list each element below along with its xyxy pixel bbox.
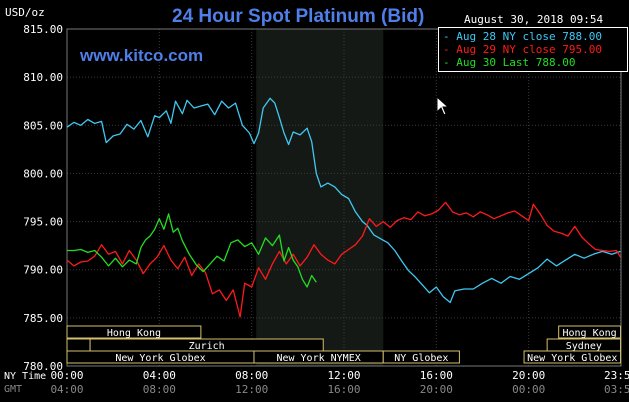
y-tick-label: 780.00 [23, 360, 63, 373]
session-bar [66, 325, 202, 339]
x-tick-label-ny: 23:59 [604, 369, 629, 382]
y-tick-label: 800.00 [23, 167, 63, 180]
x-tick-label-gmt: 08:00 [143, 383, 176, 396]
ny-time-label: NY Time [4, 371, 47, 382]
series-line-2 [67, 213, 317, 288]
session-label: Zurich [189, 341, 225, 352]
y-tick-label: 815.00 [23, 23, 63, 36]
plot-border [66, 28, 622, 367]
x-tick-label-gmt: 03:59 [604, 383, 629, 396]
series-line-1 [66, 201, 622, 318]
y-tick-label: 790.00 [23, 264, 63, 277]
x-tick-label-gmt: 20:00 [420, 383, 453, 396]
session-label: New York Globex [115, 353, 205, 364]
chart-title: 24 Hour Spot Platinum (Bid) [172, 6, 425, 27]
legend-entry-aug29: - Aug 29 NY close 795.00 [443, 43, 602, 56]
x-tick-label-gmt: 12:00 [235, 383, 268, 396]
session-label: New York NYMEX [276, 353, 360, 364]
x-tick-label-ny: 08:00 [235, 369, 268, 382]
x-tick-label-gmt: 00:00 [512, 383, 545, 396]
y-tick-label: 810.00 [23, 71, 63, 84]
y-tick-label: 795.00 [23, 216, 63, 229]
chart-legend: - Aug 28 NY close 788.00 - Aug 29 NY clo… [438, 27, 628, 72]
legend-entry-aug28: - Aug 28 NY close 788.00 [443, 30, 602, 43]
y-axis-unit: USD/oz [5, 6, 45, 19]
mouse-pointer-icon [436, 96, 450, 116]
series-line-0 [66, 97, 621, 304]
session-bar [66, 338, 91, 352]
gmt-label: GMT [4, 384, 23, 395]
session-bar [558, 325, 622, 339]
session-label: Sydney [566, 341, 602, 352]
brand-link[interactable]: www.kitco.com [80, 46, 204, 65]
legend-entry-aug30: - Aug 30 Last 788.00 [443, 56, 576, 69]
x-tick-label-gmt: 04:00 [50, 383, 83, 396]
x-tick-label-ny: 16:00 [420, 369, 453, 382]
y-tick-label: 785.00 [23, 312, 63, 325]
x-tick-label-gmt: 16:00 [327, 383, 360, 396]
x-tick-label-ny: 00:00 [50, 369, 83, 382]
nymex-session-band [256, 29, 384, 366]
x-tick-label-ny: 12:00 [327, 369, 360, 382]
timestamp: August 30, 2018 09:54 [464, 13, 604, 26]
session-bar [523, 350, 622, 364]
x-tick-label-ny: 20:00 [512, 369, 545, 382]
session-label: NY Globex [394, 353, 448, 364]
x-tick-label-ny: 04:00 [143, 369, 176, 382]
y-tick-label: 805.00 [23, 119, 63, 132]
session-label: Hong Kong [107, 328, 161, 339]
session-label: New York Globex [527, 353, 617, 364]
session-label: Hong Kong [563, 328, 617, 339]
session-bar [382, 350, 460, 364]
